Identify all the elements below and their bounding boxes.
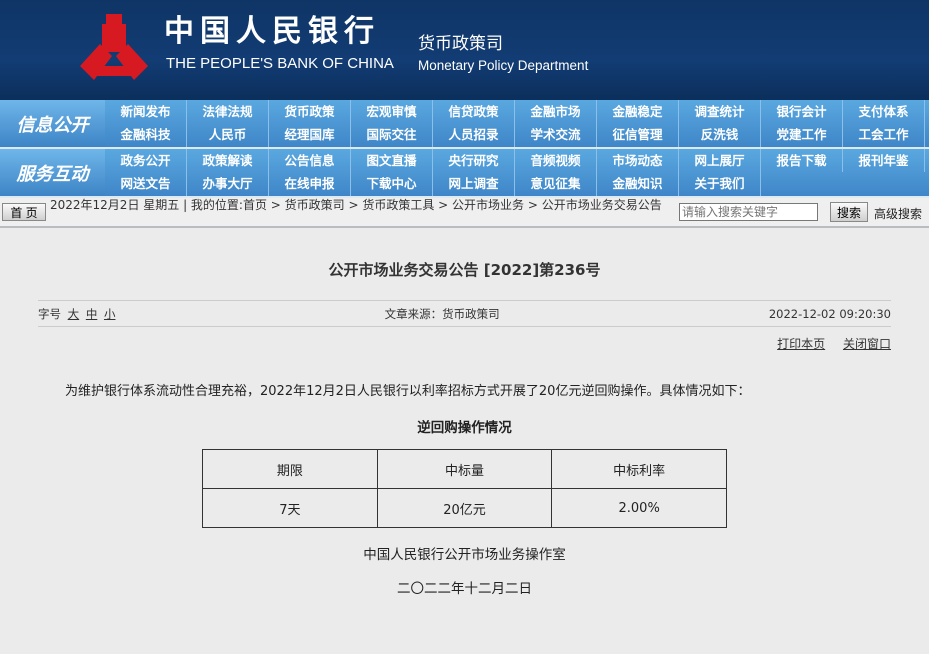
nav-item[interactable]: 国际交往 [351,123,433,147]
nav-grid: 政务公开 政策解读 公告信息 图文直播 央行研究 音频视频 市场动态 网上展厅 报告下载 报刊年鉴… [105,149,929,196]
breadcrumb[interactable]: 2022年12月2日 星期五 | 我的位置:首页 > 货币政策司 > 货币政策工… [50,198,662,212]
article-tools: 打印本页 关闭窗口 [38,336,891,352]
nav-item[interactable]: 学术交流 [515,123,597,147]
nav-item[interactable]: 人员招录 [433,123,515,147]
font-medium[interactable]: 中 [85,306,98,321]
reverse-repo-table: 期限 中标量 中标利率 7天 20亿元 2.00% [202,449,727,528]
nav-item[interactable]: 调查统计 [679,100,761,123]
nav-item[interactable]: 意见征集 [515,172,597,196]
nav-item[interactable]: 下载中心 [351,172,433,196]
nav-section-label: 服务互动 [0,149,105,196]
table-row: 7天 20亿元 2.00% [202,488,727,528]
search-button[interactable]: 搜索 [830,202,868,222]
nav-item[interactable]: 经理国库 [269,123,351,147]
dept-name-cn: 货币政策司 [418,34,503,54]
nav-item[interactable]: 金融科技 [105,123,187,147]
nav-block: 服务互动 政务公开 政策解读 公告信息 图文直播 央行研究 音频视频 市场动态 网上展厅 报告下载… [0,149,929,198]
dept-name-en: Monetary Policy Department [418,58,589,73]
nav-item[interactable]: 人民币 [187,123,269,147]
nav-block: 信息公开 新闻发布 法律法规 货币政策 宏观审慎 信贷政策 金融市场 金融稳定 调查统计 银行会计… [0,100,929,149]
nav-grid: 新闻发布 法律法规 货币政策 宏观审慎 信贷政策 金融市场 金融稳定 调查统计 银行会计 支付体系… [105,100,929,147]
nav-item[interactable]: 政策解读 [187,149,269,172]
nav-item[interactable]: 党建工作 [761,123,843,147]
article-meta: 字号 大 中 小 文章来源：货币政策司 2022-12-02 09:20:30 [38,300,891,327]
nav-item[interactable]: 反洗钱 [679,123,761,147]
nav-item[interactable]: 银行会计 [761,100,843,123]
article-paragraph: 为维护银行体系流动性合理充裕，2022年12月2日人民银行以利率招标方式开展了2… [65,384,751,399]
nav-item[interactable]: 关于我们 [679,172,761,196]
nav-item[interactable]: 政务公开 [105,149,187,172]
advanced-search-link[interactable]: 高级搜索 [874,207,923,221]
nav-item[interactable]: 报告下载 [761,149,843,172]
nav-item[interactable]: 公告信息 [269,149,351,172]
font-large[interactable]: 大 [67,306,80,321]
table-caption: 逆回购操作情况 [417,420,512,436]
nav-section-label: 信息公开 [0,100,105,147]
bank-name-en: THE PEOPLE'S BANK OF CHINA [166,55,394,72]
nav-item[interactable]: 在线申报 [269,172,351,196]
article-datetime: 2022-12-02 09:20:30 [768,306,891,321]
search-input[interactable] [679,203,818,221]
table-cell: 7天 [202,488,378,528]
nav-item[interactable]: 支付体系 [843,100,925,123]
nav-item[interactable]: 央行研究 [433,149,515,172]
table-cell: 20亿元 [376,488,553,528]
nav-item[interactable]: 办事大厅 [187,172,269,196]
close-window-link[interactable]: 关闭窗口 [842,337,891,351]
nav-item[interactable]: 货币政策 [269,100,351,123]
font-size-controls: 字号 大 中 小 [38,306,115,322]
table-header: 中标利率 [551,449,727,489]
table-header: 期限 [202,449,378,489]
nav-item[interactable]: 法律法规 [187,100,269,123]
site-header: 中国人民银行 THE PEOPLE'S BANK OF CHINA 货币政策司 … [0,0,929,100]
nav-item[interactable]: 信贷政策 [433,100,515,123]
font-small[interactable]: 小 [103,306,116,321]
signature-date: 二〇二二年十二月二日 [397,581,532,597]
article: 公开市场业务交易公告 [2022]第236号 字号 大 中 小 文章来源：货币政… [0,259,929,598]
nav-item[interactable]: 图文直播 [351,149,433,172]
pboc-logo [80,14,148,80]
table-cell: 2.00% [551,488,727,528]
article-title: 公开市场业务交易公告 [2022]第236号 [328,261,601,279]
nav-item[interactable]: 音频视频 [515,149,597,172]
article-source: 文章来源：货币政策司 [384,306,500,321]
nav-item[interactable]: 金融市场 [515,100,597,123]
nav-item[interactable]: 网送文告 [105,172,187,196]
bank-name-cn: 中国人民银行 [164,14,380,49]
main-nav: 信息公开 新闻发布 法律法规 货币政策 宏观审慎 信贷政策 金融市场 金融稳定 调查统计 银行会计… [0,100,929,198]
nav-item[interactable]: 宏观审慎 [351,100,433,123]
home-button[interactable]: 首 页 [2,203,46,221]
table-header: 中标量 [376,449,553,489]
nav-item[interactable]: 金融稳定 [597,100,679,123]
table-header-row: 期限 中标量 中标利率 [202,449,727,489]
nav-item[interactable]: 工会工作 [843,123,925,147]
nav-item[interactable]: 报刊年鉴 [843,149,925,172]
nav-item[interactable]: 新闻发布 [105,100,187,123]
nav-item[interactable]: 网上调查 [433,172,515,196]
font-size-label: 字号 [38,306,61,321]
print-link[interactable]: 打印本页 [777,337,826,351]
signature: 中国人民银行公开市场业务操作室 [363,547,566,563]
nav-item[interactable]: 金融知识 [597,172,679,196]
breadcrumb-bar: 首 页 2022年12月2日 星期五 | 我的位置:首页 > 货币政策司 > 货… [0,198,929,228]
nav-item[interactable]: 网上展厅 [679,149,761,172]
nav-item[interactable]: 市场动态 [597,149,679,172]
nav-item[interactable]: 征信管理 [597,123,679,147]
